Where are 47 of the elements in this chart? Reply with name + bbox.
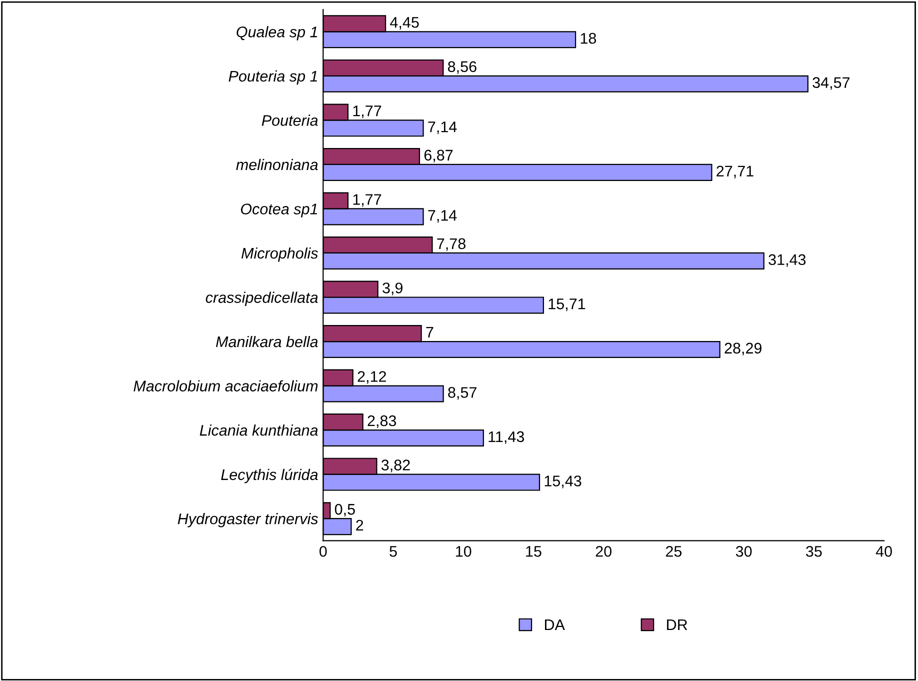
data-label: 2,12 [358, 371, 386, 384]
x-tick-label: 40 [876, 546, 892, 557]
y-tick-label: Qualea sp 1 [236, 26, 317, 40]
data-label: 11,43 [488, 431, 524, 444]
y-tick-label: Macrolobium acaciaefolium [134, 380, 318, 392]
data-label: 1,77 [353, 194, 382, 207]
y-tick-label: Lecythis lúrida [221, 468, 318, 484]
data-label: 2 [356, 520, 364, 530]
y-tick-label: Pouteria sp 1 [228, 70, 317, 85]
y-tick-label: Manilkara bella [216, 336, 318, 348]
data-label: 18 [580, 32, 596, 44]
data-label: 2,83 [368, 415, 396, 428]
data-label: 6,87 [424, 150, 453, 162]
data-label: 28,29 [724, 342, 762, 356]
y-tick-label: Ocotea sp1 [240, 204, 317, 218]
y-tick-label: melinoniana [236, 158, 318, 170]
y-tick-label: Licania kunthiana [200, 424, 318, 436]
y-tick-label: Pouteria [262, 114, 318, 126]
y-tick-label: Hydrogaster trinervis [178, 513, 318, 528]
data-label: 27,71 [716, 166, 754, 178]
data-label: 31,43 [768, 254, 806, 267]
data-label: 34,57 [812, 77, 850, 90]
x-tick-label: 20 [596, 546, 612, 557]
y-tick-label: Micropholis [241, 247, 318, 262]
data-label: 7,78 [437, 238, 466, 251]
x-tick-label: 35 [806, 546, 822, 557]
data-label: 7,14 [428, 210, 457, 223]
data-label: 15,43 [544, 476, 582, 488]
y-tick-label: crassipedicellata [206, 292, 318, 306]
x-tick-label: 25 [666, 546, 682, 557]
legend-label: DR [667, 620, 688, 630]
data-label: 1,77 [353, 106, 382, 118]
data-label: 7 [426, 326, 434, 338]
x-tick-label: 0 [319, 546, 327, 557]
data-label: 7,14 [428, 122, 457, 134]
data-label: 3,9 [382, 282, 403, 296]
data-label: 4,45 [390, 17, 419, 30]
legend-label: DA [545, 620, 565, 630]
x-tick-label: 5 [390, 546, 397, 557]
x-tick-label: 30 [736, 546, 752, 557]
data-label: 8,57 [448, 387, 476, 400]
data-label: 8,56 [448, 61, 476, 74]
data-label: 0,5 [334, 504, 355, 517]
x-tick-label: 10 [456, 546, 472, 557]
data-label: 15,71 [548, 298, 586, 312]
x-tick-label: 15 [526, 546, 542, 557]
data-label: 3,82 [381, 460, 410, 472]
